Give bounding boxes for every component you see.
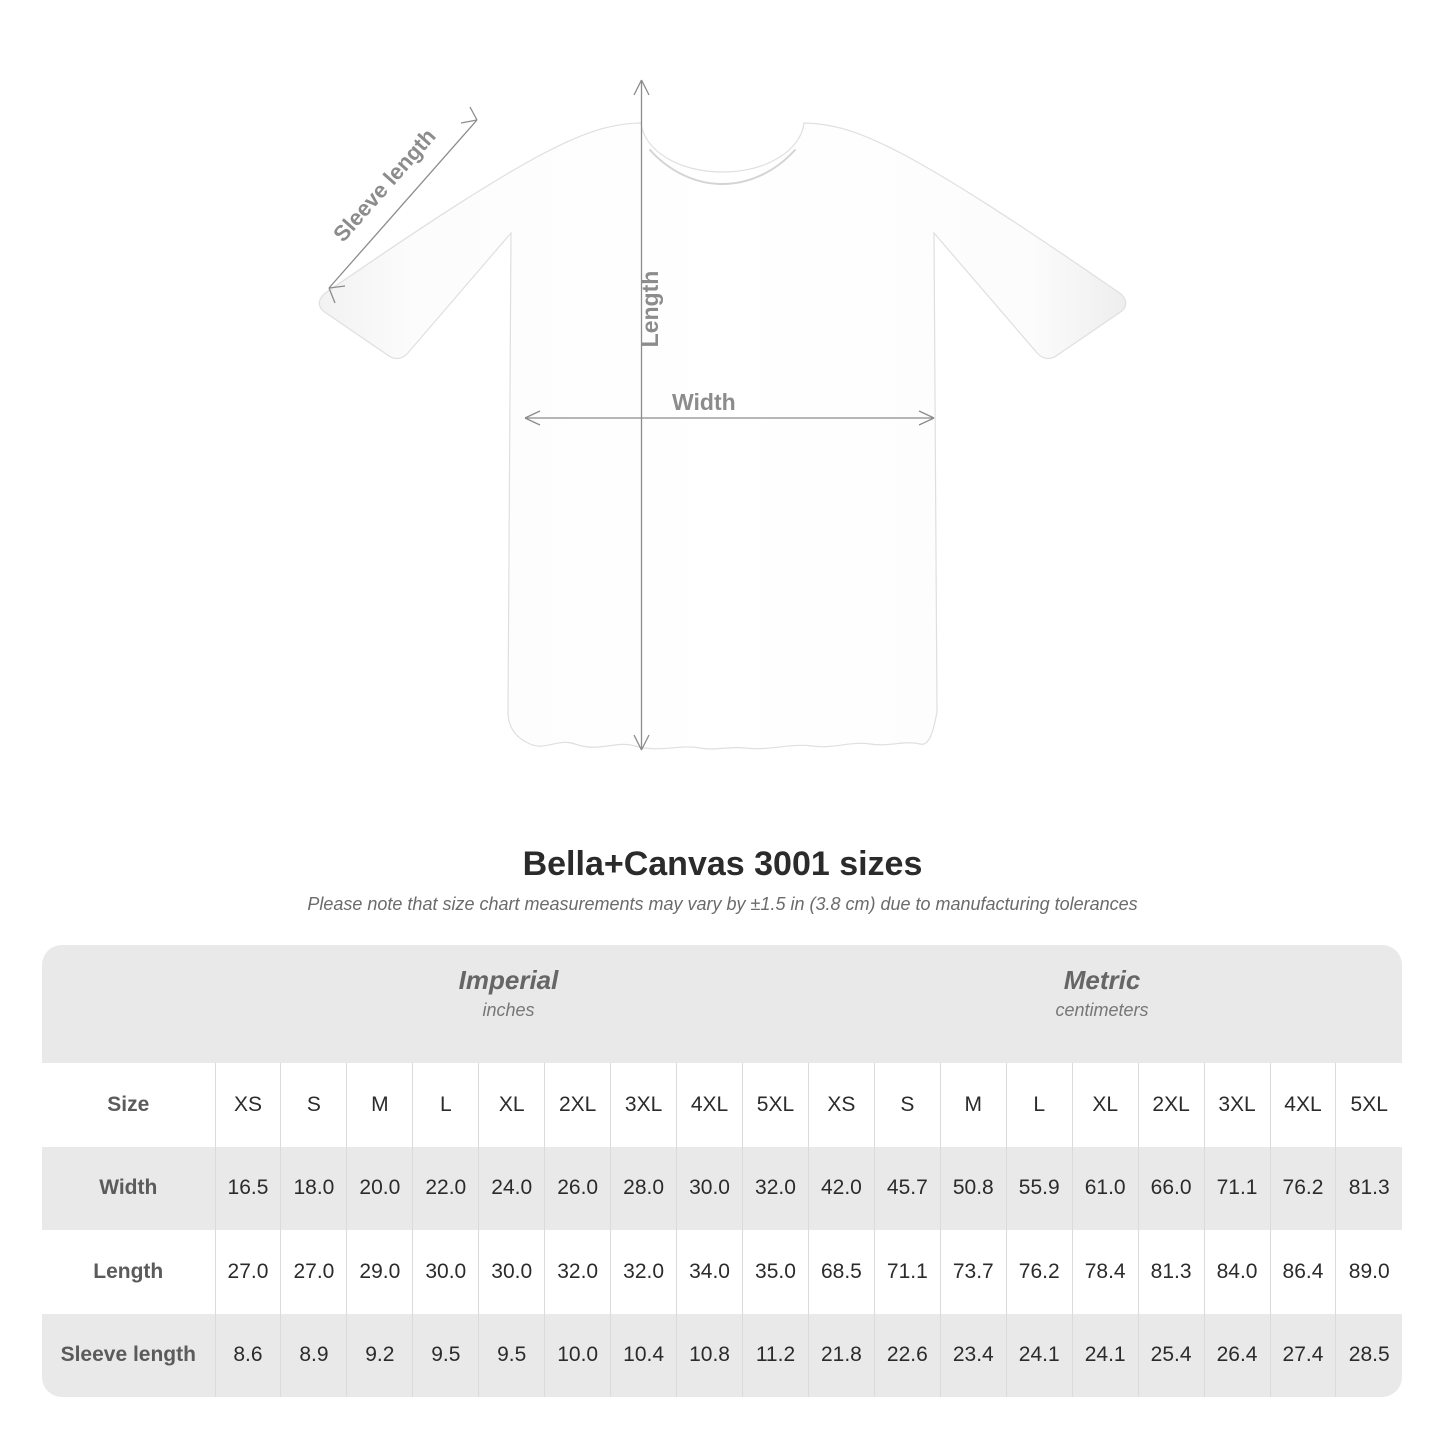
svg-text:Length: Length bbox=[637, 271, 663, 348]
svg-text:Width: Width bbox=[672, 389, 736, 415]
